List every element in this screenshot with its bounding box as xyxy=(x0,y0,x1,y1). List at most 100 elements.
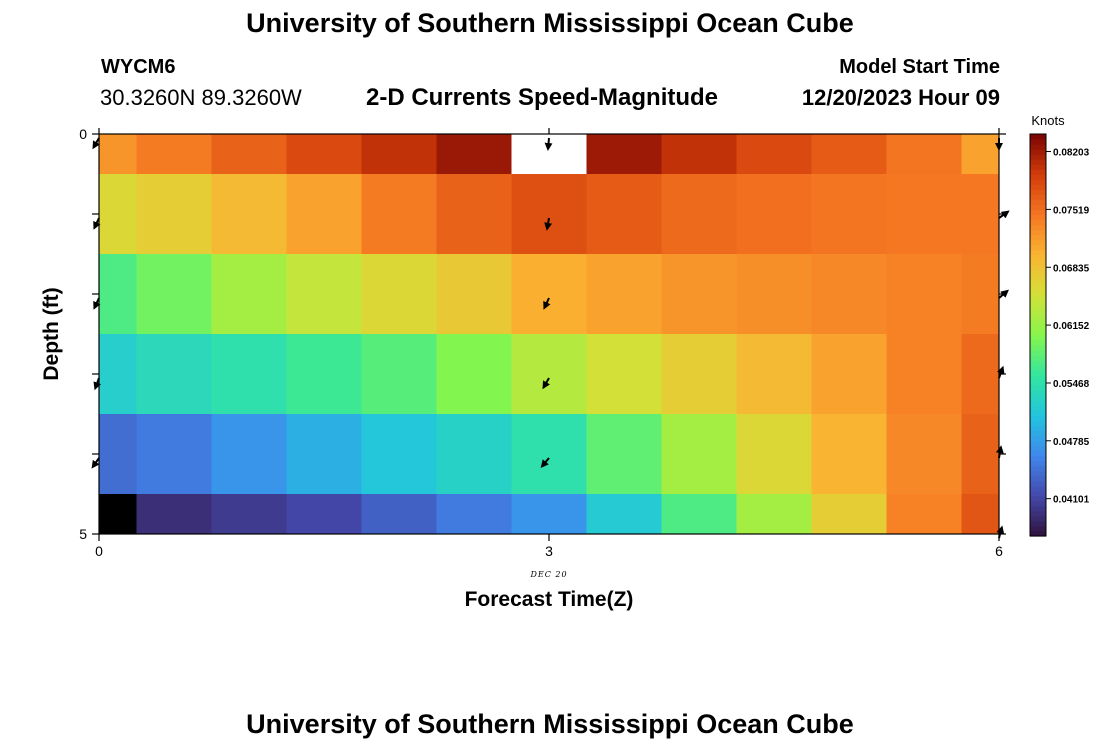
colorbar-segment xyxy=(1030,134,1046,140)
heatmap-cell xyxy=(436,134,512,175)
heatmap-cell xyxy=(436,414,512,495)
x-tick-label: 0 xyxy=(95,543,103,559)
colorbar-segment xyxy=(1030,269,1046,276)
heatmap-cell xyxy=(586,494,662,535)
heatmap-cell xyxy=(736,174,812,255)
heatmap-cell xyxy=(286,494,362,535)
colorbar-segment xyxy=(1030,385,1046,391)
heatmap-cell xyxy=(136,494,212,535)
heatmap-cell xyxy=(136,134,212,175)
heatmap-cell xyxy=(211,174,287,255)
colorbar-segment xyxy=(1030,319,1046,326)
vector-arrow xyxy=(998,289,1009,299)
heatmap-cell xyxy=(361,414,437,495)
heatmap-cell xyxy=(286,254,362,335)
colorbar-segment xyxy=(1030,460,1046,467)
colorbar-segment xyxy=(1030,264,1046,271)
colorbar-segment xyxy=(1030,139,1046,145)
heatmap-cell xyxy=(286,134,362,175)
colorbar: 0.08203 0.07519 0.06835 0.06152 0.05468 0.047… xyxy=(1029,133,1090,537)
heatmap-cell xyxy=(99,414,137,495)
colorbar-segment xyxy=(1030,284,1046,291)
heatmap-cell xyxy=(361,494,437,535)
heatmap-cell xyxy=(886,414,962,495)
station-id: WYCM6 xyxy=(101,56,176,78)
colorbar-segment xyxy=(1030,154,1046,160)
vector-arrow xyxy=(542,377,550,390)
colorbar-segment xyxy=(1030,159,1046,165)
heatmap-cell xyxy=(811,254,887,335)
colorbar-segment xyxy=(1030,179,1046,185)
heatmap-cell xyxy=(811,414,887,495)
colorbar-segment xyxy=(1030,520,1046,527)
vector-arrow xyxy=(544,137,553,151)
colorbar-segment xyxy=(1030,360,1046,366)
colorbar-segment xyxy=(1030,309,1046,316)
colorbar-segment xyxy=(1030,340,1046,346)
heatmap-cell xyxy=(361,334,437,415)
colorbar-tick-label: 0.04785 xyxy=(1053,437,1090,448)
colorbar-segment xyxy=(1030,475,1046,482)
footer-title: University of Southern Mississippi Ocean… xyxy=(246,709,854,739)
colorbar-segment xyxy=(1030,505,1046,512)
colorbar-segment xyxy=(1030,450,1046,457)
colorbar-segment xyxy=(1030,219,1046,226)
colorbar-segment xyxy=(1030,304,1046,311)
colorbar-segment xyxy=(1030,480,1046,487)
colorbar-segment xyxy=(1030,415,1046,422)
heatmap-cell xyxy=(961,414,1000,495)
heatmap-cell xyxy=(136,334,212,415)
heatmap-cell xyxy=(136,414,212,495)
model-start-value: 12/20/2023 Hour 09 xyxy=(801,85,1000,110)
heatmap-cell xyxy=(511,494,587,535)
vector-arrow xyxy=(93,297,101,310)
heatmap-cell xyxy=(886,134,962,175)
heatmap-cell xyxy=(136,174,212,255)
heatmap-cell xyxy=(661,414,737,495)
colorbar-segment xyxy=(1030,209,1046,215)
y-tick-label: 5 xyxy=(79,526,87,542)
heatmap-cell xyxy=(136,254,212,335)
colorbar-segment xyxy=(1030,420,1046,427)
heatmap-cell xyxy=(99,254,137,335)
colorbar-segment xyxy=(1030,400,1046,406)
heatmap-cell xyxy=(511,334,587,415)
heatmap-cell xyxy=(511,414,587,495)
colorbar-segment xyxy=(1030,365,1046,371)
heatmap-cell xyxy=(211,254,287,335)
x-axis-label: Forecast Time(Z) xyxy=(465,588,634,611)
colorbar-tick-label: 0.05468 xyxy=(1053,379,1090,390)
colorbar-segment xyxy=(1030,455,1046,462)
colorbar-segment xyxy=(1030,279,1046,286)
colorbar-segment xyxy=(1030,254,1046,261)
colorbar-segment xyxy=(1030,294,1046,301)
colorbar-segment xyxy=(1030,495,1046,502)
heatmap-cell xyxy=(811,334,887,415)
colorbar-segment xyxy=(1030,375,1046,381)
heatmap-cell xyxy=(661,254,737,335)
heatmap-cell xyxy=(961,334,1000,415)
colorbar-segment xyxy=(1030,435,1046,442)
x-tick-label: 6 xyxy=(995,543,1003,559)
heatmap-cell xyxy=(961,174,1000,255)
colorbar-segment xyxy=(1030,500,1046,507)
colorbar-segment xyxy=(1030,214,1046,221)
colorbar-segment xyxy=(1030,355,1046,361)
heatmap-cell xyxy=(886,174,962,255)
colorbar-segment xyxy=(1030,204,1046,210)
heatmap-cell xyxy=(961,494,1000,535)
colorbar-segment xyxy=(1030,169,1046,175)
heatmap-cell xyxy=(661,334,737,415)
heatmap-cell xyxy=(811,134,887,175)
heatmap-cell xyxy=(586,134,662,175)
heatmap-cell xyxy=(586,254,662,335)
heatmap-cell xyxy=(511,254,587,335)
colorbar-segment xyxy=(1030,314,1046,321)
colorbar-segment xyxy=(1030,189,1046,195)
colorbar-segment xyxy=(1030,299,1046,306)
x-tick-label: 3 xyxy=(545,543,553,559)
colorbar-segment xyxy=(1030,465,1046,472)
chart-title: University of Southern Mississippi Ocean… xyxy=(246,8,854,38)
heatmap-cell xyxy=(661,134,737,175)
vector-arrow xyxy=(544,217,553,231)
